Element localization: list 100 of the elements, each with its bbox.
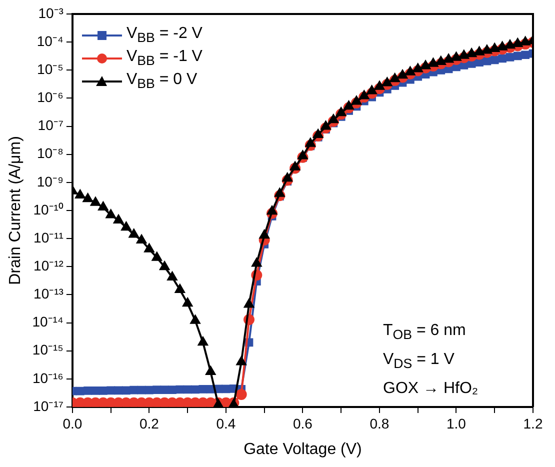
point <box>336 107 346 116</box>
point <box>274 188 285 197</box>
point <box>282 172 292 182</box>
point <box>451 52 462 61</box>
point <box>206 366 216 376</box>
y-tick-label: 10⁻³ <box>38 4 64 21</box>
point <box>106 386 116 395</box>
point <box>144 244 154 252</box>
y-tick-label: 10⁻⁵ <box>37 61 64 77</box>
legend-label: V$_{BB}$ = -2 V <box>126 25 202 46</box>
point <box>206 385 215 394</box>
point <box>412 63 423 72</box>
y-tick-label: 10⁻⁷ <box>38 117 64 134</box>
point <box>106 210 116 218</box>
y-tick-label: 10⁻⁸ <box>36 145 64 162</box>
y-tick-label: 10⁻¹⁷ <box>33 398 64 414</box>
point <box>366 86 377 94</box>
x-tick-label: 0.4 <box>216 415 236 432</box>
point <box>152 386 162 394</box>
point <box>122 386 130 395</box>
point <box>91 386 100 395</box>
point <box>121 222 132 231</box>
legend-label: V$_{BB}$ = 0 V <box>126 71 198 92</box>
point <box>474 46 484 56</box>
y-tick-label: 10⁻¹⁵ <box>32 342 64 358</box>
point <box>352 96 362 105</box>
point <box>359 90 370 100</box>
point <box>298 150 308 160</box>
point <box>259 230 270 239</box>
point <box>498 54 506 63</box>
point <box>482 45 492 54</box>
point <box>466 48 476 58</box>
point <box>167 272 178 280</box>
point <box>90 197 100 206</box>
point <box>82 193 93 202</box>
point <box>267 206 277 215</box>
y-tick-label: 10⁻¹¹ <box>34 229 64 246</box>
x-tick-label: 0.0 <box>62 415 82 432</box>
point <box>428 58 438 67</box>
point <box>405 66 416 76</box>
annotation: V$_{DS}$ = 1 V <box>383 350 456 373</box>
y-tick-label: 10⁻⁹ <box>36 173 64 190</box>
point <box>160 261 170 270</box>
x-axis-title: Gate Voltage (V) <box>244 440 362 458</box>
annotation: GOX → HfO₂ <box>383 379 478 399</box>
point <box>114 386 123 395</box>
point <box>497 42 508 50</box>
x-tick-label: 0.6 <box>292 415 313 432</box>
point <box>382 77 392 86</box>
x-tick-label: 1.0 <box>446 415 466 432</box>
point <box>168 386 176 394</box>
y-axis-title: Drain Current (A/μm) <box>7 136 24 285</box>
point <box>252 258 262 267</box>
point <box>75 190 86 198</box>
annotation: T$_{OB}$ = 6 nm <box>383 320 467 344</box>
point <box>190 315 200 324</box>
point <box>420 60 430 70</box>
point <box>222 384 230 394</box>
point <box>98 202 108 211</box>
point <box>306 138 316 147</box>
point <box>313 129 323 138</box>
point <box>444 54 454 63</box>
point <box>520 36 530 46</box>
point <box>244 298 254 308</box>
point <box>152 252 162 261</box>
point <box>513 52 522 60</box>
point <box>191 385 200 394</box>
point <box>145 386 154 394</box>
point <box>98 386 108 395</box>
point <box>128 228 139 238</box>
point <box>490 43 500 52</box>
point <box>505 40 515 49</box>
point <box>320 121 331 130</box>
y-tick-label: 10⁻⁶ <box>37 89 64 106</box>
point <box>398 70 408 79</box>
x-tick-label: 0.8 <box>370 415 390 432</box>
point <box>290 162 300 170</box>
point <box>160 386 169 394</box>
point <box>183 385 192 394</box>
point <box>136 234 146 244</box>
point <box>521 50 530 60</box>
y-tick-label: 10⁻¹² <box>34 258 64 274</box>
point <box>175 284 185 294</box>
point <box>137 386 146 394</box>
point <box>198 385 208 394</box>
y-tick-label: 10⁻¹⁶ <box>32 370 64 386</box>
point <box>436 56 446 65</box>
point <box>506 52 514 62</box>
point <box>84 386 92 395</box>
point <box>236 356 246 366</box>
point <box>490 56 499 64</box>
y-tick-label: 10⁻⁴ <box>36 32 64 49</box>
y-tick-label: 10⁻¹⁴ <box>32 314 64 330</box>
x-tick-label: 1.2 <box>523 415 543 432</box>
point <box>328 114 338 124</box>
point <box>182 298 192 307</box>
point <box>390 73 400 82</box>
y-tick-label: 10⁻¹⁰ <box>33 201 64 218</box>
point <box>176 385 184 394</box>
point <box>512 38 523 48</box>
